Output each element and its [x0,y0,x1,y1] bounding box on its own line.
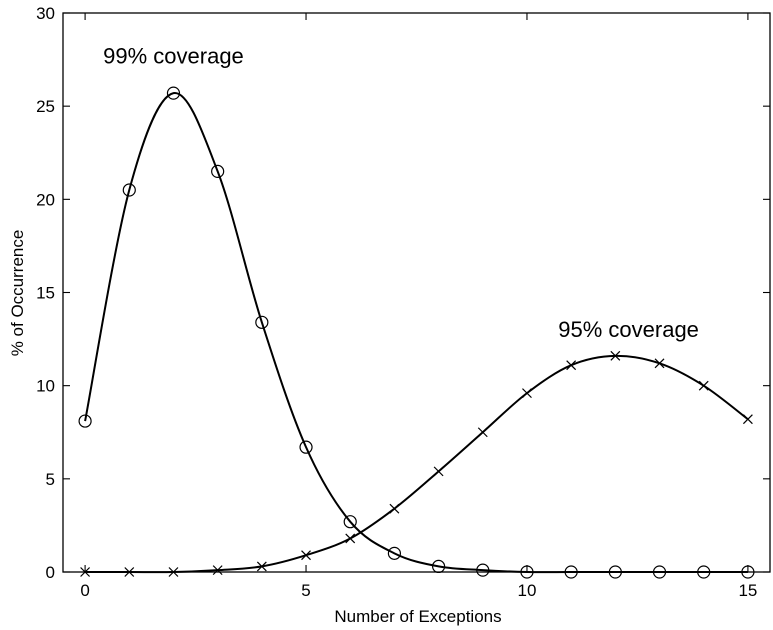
data-point-circle [255,315,269,329]
y-tick-label: 25 [36,97,55,116]
data-point-circle [122,183,136,197]
y-tick-label: 15 [36,284,55,303]
data-point-circle [78,414,92,428]
x-tick-label: 5 [301,581,310,600]
data-point-x [301,550,311,561]
series-line-2 [85,354,749,574]
y-tick-label: 20 [36,190,55,209]
labels-layer: Number of Exceptions % of Occurrence 0 5 1… [8,4,757,626]
data-point-x [212,565,223,576]
y-tick-label: 0 [46,563,55,582]
data-point-x [477,427,488,438]
y-axis-label: % of Occurrence [8,230,27,357]
data-point-circle [476,563,490,577]
data-point-x [256,561,267,572]
y-tick-label: 30 [36,4,55,23]
data-point-circle [343,515,357,529]
data-point-x [698,380,709,391]
data-point-x [654,358,665,369]
annotation-label: 99% coverage [103,43,244,68]
data-point-circle [299,440,313,454]
data-point-x [610,350,621,361]
data-point-circle [166,86,181,100]
x-axis-label: Number of Exceptions [334,607,501,626]
annotation-label: 95% coverage [558,317,699,342]
data-point-x [345,533,356,544]
data-point-x [433,466,444,477]
x-tick-label: 15 [738,581,757,600]
x-tick-label: 10 [518,581,537,600]
data-point-x [522,388,532,399]
x-tick-label: 0 [80,581,89,600]
y-tick-label: 5 [46,470,55,489]
axes-layer [62,12,771,573]
data-point-x [389,503,400,514]
data-point-circle [387,546,402,560]
data-point-circle [211,164,225,178]
data-point-x [742,414,753,425]
data-point-x [566,360,577,371]
y-tick-label: 10 [36,377,55,396]
